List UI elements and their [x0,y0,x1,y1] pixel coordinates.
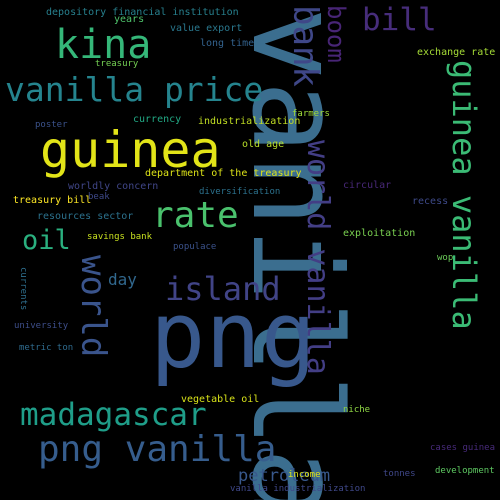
cloud-word: farmers [292,110,330,119]
cloud-word: wop [437,254,453,263]
cloud-word: savings bank [87,233,152,242]
cloud-word: boom [324,5,348,63]
cloud-word: rate [152,198,239,234]
cloud-word: world vanilla [302,140,332,375]
cloud-word: png vanilla [38,432,276,468]
cloud-word: niche [343,406,370,415]
cloud-word: oil [22,227,71,254]
cloud-word: development [435,467,495,476]
cloud-word: currency [133,115,181,125]
cloud-word: bank [288,5,322,87]
cloud-word: tonnes [383,470,416,479]
cloud-word: recess [412,197,448,207]
cloud-word: treasury bill [13,196,91,206]
cloud-word: diversification [199,188,280,197]
cloud-word: treasury [95,60,138,69]
cloud-word: vegetable oil [181,395,259,405]
cloud-word: poster [35,121,68,130]
cloud-word: day [108,272,137,288]
cloud-word: long time [200,39,254,49]
cloud-word: bill [362,5,437,36]
cloud-word: vanilla industrialization [230,485,365,494]
cloud-word: value export [170,24,242,34]
cloud-word: university [14,322,68,331]
cloud-word: cases guinea [430,444,495,453]
cloud-word: exchange rate [417,48,495,58]
cloud-word: exploitation [343,229,415,239]
cloud-word: circular [343,181,391,191]
cloud-word: years [114,15,144,25]
cloud-word: island [165,273,281,305]
cloud-word: guinea vanilla [448,60,480,330]
cloud-word: metric ton [19,344,73,353]
cloud-word: worldly concern [68,182,158,192]
cloud-word: income [288,471,321,480]
cloud-word: vanilla price [5,73,263,106]
cloud-word: world [76,255,110,357]
cloud-word: old age [242,140,284,150]
cloud-word: department of the treasury [145,169,302,179]
cloud-word: madagascar [20,400,207,431]
cloud-word: resources sector [37,212,133,222]
cloud-word: beak [88,193,110,202]
cloud-word: industrialization [198,117,300,127]
cloud-word: populace [173,243,216,252]
cloud-word: currents [18,267,27,310]
